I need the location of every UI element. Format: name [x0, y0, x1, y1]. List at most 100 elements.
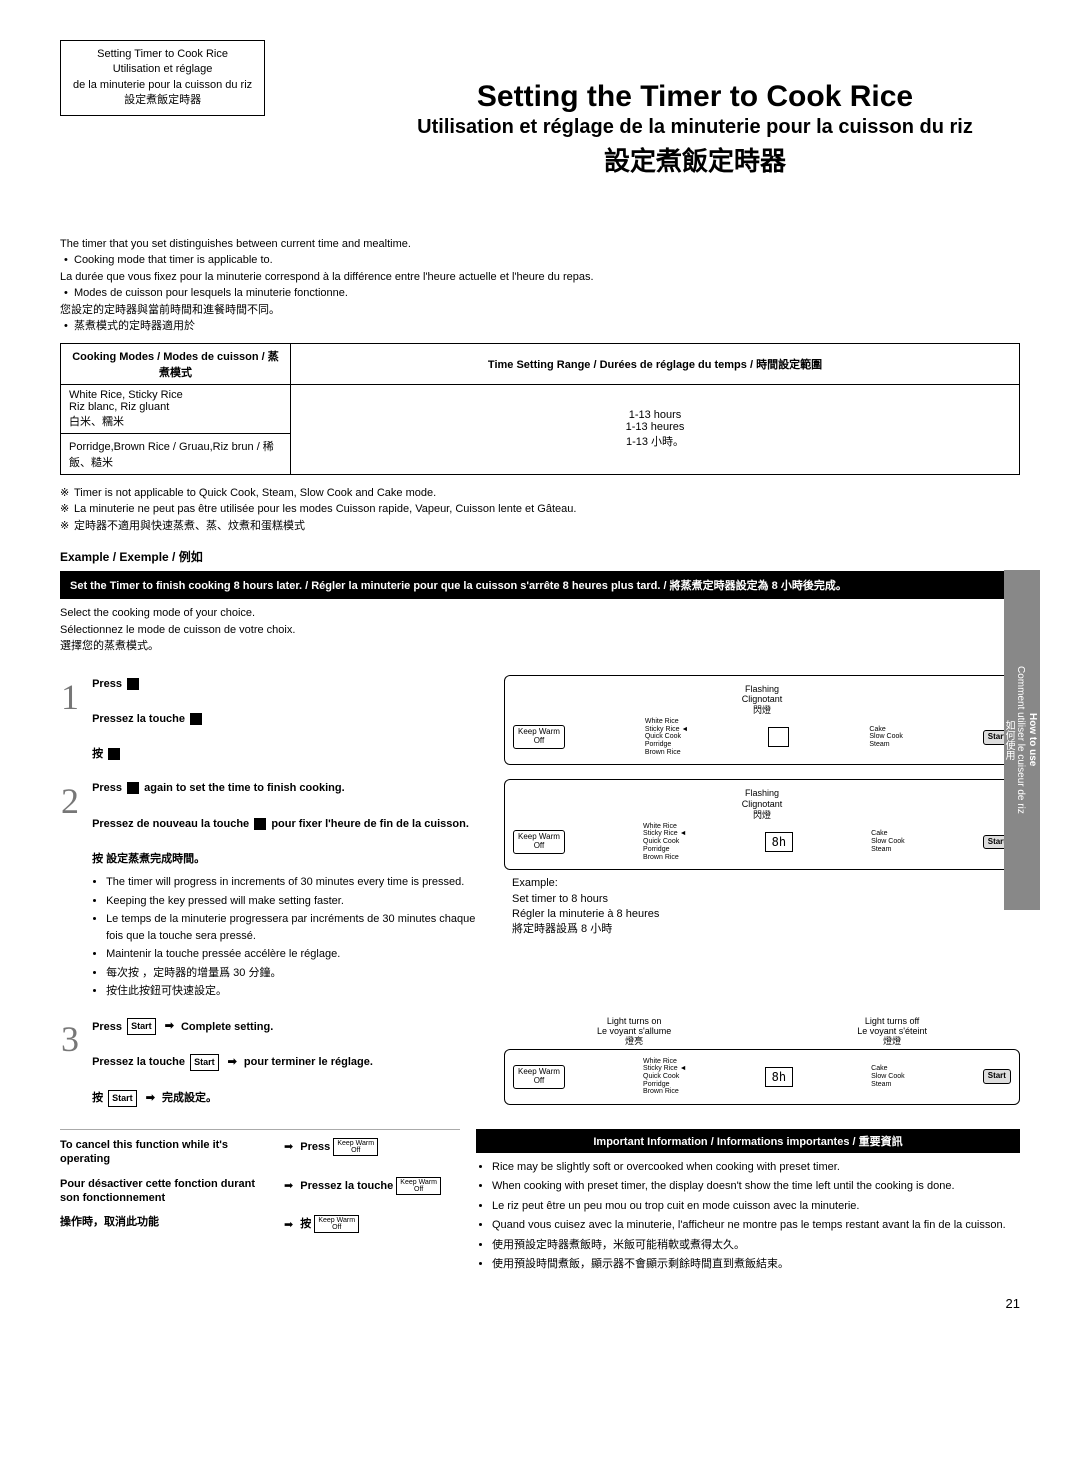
- note-line: Timer is not applicable to Quick Cook, S…: [60, 485, 1020, 502]
- intro-bullet: Modes de cuisson pour lesquels la minute…: [60, 285, 1020, 302]
- step-body: Press again to set the time to finish co…: [92, 780, 482, 1001]
- topbox-line: Utilisation et réglage: [73, 62, 252, 77]
- title-zh: 設定煮飯定時器: [370, 141, 1020, 178]
- caption-line: Set timer to 8 hours: [512, 893, 608, 905]
- panel-mode-labels: White RiceSticky Rice ◄Quick CookPorridg…: [643, 823, 687, 861]
- table-cell: Porridge,Brown Rice / Gruau,Riz brun / 稀…: [61, 433, 291, 474]
- topbox-line: Setting Timer to Cook Rice: [73, 47, 252, 62]
- caption-line: Example:: [512, 877, 558, 889]
- cancel-instructions: To cancel this function while it's opera…: [60, 1129, 460, 1276]
- step-text: pour fixer l'heure de fin de la cuisson.: [271, 818, 469, 830]
- intro-line: 您設定的定時器與當前時間和進餐時間不同。: [60, 302, 1020, 319]
- cancel-label: Pour désactiver cette fonction durant so…: [60, 1177, 270, 1206]
- info-bullets: Rice may be slightly soft or overcooked …: [476, 1159, 1020, 1273]
- cell-line: 1-13 小時。: [299, 433, 1011, 449]
- intro-text: The timer that you set distinguishes bet…: [60, 236, 1020, 335]
- step-text: 完成設定。: [162, 1092, 217, 1104]
- intro-bullet: 蒸煮模式的定時器適用於: [60, 318, 1020, 335]
- start-button-icon: Start: [108, 1090, 137, 1106]
- keepwarm-button-icon: Keep WarmOff: [333, 1138, 378, 1156]
- table-header: Cooking Modes / Modes de cuisson / 蒸煮模式: [61, 343, 291, 384]
- step-text: Pressez la touche: [92, 713, 185, 725]
- arrow-icon: ➡: [228, 1054, 237, 1072]
- sidebar-zh: 如何使用: [1003, 720, 1014, 760]
- start-button-icon: Start: [190, 1054, 219, 1070]
- intro-line: The timer that you set distinguishes bet…: [60, 236, 1020, 253]
- table-row: White Rice, Sticky Rice Riz blanc, Riz g…: [61, 384, 1020, 433]
- caption-line: Régler la minuterie à 8 heures: [512, 908, 659, 920]
- bullet: Keeping the key pressed will make settin…: [106, 893, 482, 910]
- select-line: Sélectionnez le mode de cuisson de votre…: [60, 622, 1020, 639]
- title-en: Setting the Timer to Cook Rice: [370, 80, 1020, 114]
- example-blackbar: Set the Timer to finish cooking 8 hours …: [60, 571, 1020, 599]
- panel-display: 8h: [765, 832, 793, 852]
- timer-button-icon: [108, 748, 120, 760]
- panel-mode-labels: White RiceSticky Rice ◄Quick CookPorridg…: [645, 718, 689, 756]
- select-line: 選擇您的蒸煮模式。: [60, 638, 1020, 655]
- light-labels: Light turns onLe voyant s'allume燈亮 Light…: [504, 1017, 1020, 1047]
- arrow-icon: ➡: [284, 1218, 293, 1231]
- step-text: pour terminer le réglage.: [244, 1056, 373, 1068]
- timer-button-icon: [254, 818, 266, 830]
- panel-mode-labels: CakeSlow CookSteam: [869, 726, 902, 749]
- flash-label: Flashing: [745, 788, 779, 798]
- cell-line: 1-13 heures: [299, 421, 1011, 433]
- step-bullets: The timer will progress in increments of…: [92, 874, 482, 1000]
- title-fr: Utilisation et réglage de la minuterie p…: [370, 116, 1020, 139]
- step-row: 3 Press Start ➡ Complete setting. Presse…: [60, 1017, 1020, 1109]
- info-bullet: Le riz peut être un peu mou ou trop cuit…: [492, 1198, 1020, 1215]
- cell-line: Riz blanc, Riz gluant: [69, 401, 282, 413]
- control-panel-diagram: Keep WarmOff White RiceSticky Rice ◄Quic…: [504, 1049, 1020, 1105]
- table-header-row: Cooking Modes / Modes de cuisson / 蒸煮模式 …: [61, 343, 1020, 384]
- panel-mode-labels: CakeSlow CookSteam: [871, 1065, 904, 1088]
- intro-line: La durée que vous fixez pour la minuteri…: [60, 269, 1020, 286]
- side-tab: How to use Comment utiliser le cuiseur d…: [1004, 570, 1040, 910]
- step-number: 3: [61, 1018, 89, 1060]
- table-cell: 1-13 hours 1-13 heures 1-13 小時。: [291, 384, 1020, 474]
- example-heading: Example / Exemple / 例如: [60, 548, 1020, 565]
- cell-line: 白米、糯米: [69, 413, 282, 429]
- info-heading: Important Information / Informations imp…: [476, 1129, 1020, 1153]
- step-text: 按 設定蒸煮完成時間。: [92, 853, 205, 865]
- sidebar-fr: Comment utiliser le cuiseur de riz: [1015, 666, 1026, 814]
- step-row: 1 Press Pressez la touche 按 Flashing Cli…: [60, 675, 1020, 766]
- press-label: 按: [300, 1218, 311, 1230]
- steps-container: 1 Press Pressez la touche 按 Flashing Cli…: [60, 675, 1020, 1109]
- panel-keepwarm-btn: Keep WarmOff: [513, 1065, 565, 1089]
- flash-label: Clignotant: [742, 694, 783, 704]
- step-number: 2: [61, 780, 89, 822]
- step-body: Press Start ➡ Complete setting. Pressez …: [92, 1018, 482, 1108]
- start-button-icon: Start: [127, 1018, 156, 1034]
- info-bullet: Quand vous cuisez avec la minuterie, l'a…: [492, 1217, 1020, 1234]
- step-text: Press: [92, 1021, 122, 1033]
- info-bullet: When cooking with preset timer, the disp…: [492, 1178, 1020, 1195]
- control-panel-diagram: Flashing Clignotant 閃燈 Keep WarmOff Whit…: [504, 779, 1020, 870]
- step-number: 1: [61, 676, 89, 718]
- select-line: Select the cooking mode of your choice.: [60, 605, 1020, 622]
- cell-line: 1-13 hours: [299, 409, 1011, 421]
- bullet: 每次按 ，定時器的增量爲 30 分鐘。: [106, 965, 482, 982]
- info-bullet: 使用預設定時器煮飯時，米飯可能稍軟或煮得太久。: [492, 1237, 1020, 1254]
- panel-display: 8h: [765, 1067, 793, 1087]
- press-label: Pressez la touche: [300, 1179, 393, 1191]
- bullet: 按住此按鈕可快速設定。: [106, 983, 482, 1000]
- step-text: Press: [92, 782, 122, 794]
- step-text: Pressez la touche: [92, 1056, 185, 1068]
- flash-label: Clignotant: [742, 799, 783, 809]
- arrow-icon: ➡: [146, 1090, 155, 1108]
- panel-keepwarm-btn: Keep WarmOff: [513, 725, 565, 749]
- arrow-icon: ➡: [284, 1140, 293, 1153]
- panel-mode-labels: White RiceSticky Rice ◄Quick CookPorridg…: [643, 1058, 687, 1096]
- info-bullet: 使用預設時間煮飯，顯示器不會顯示剩餘時間直到煮飯結束。: [492, 1256, 1020, 1273]
- table-header: Time Setting Range / Durées de réglage d…: [291, 343, 1020, 384]
- page-number: 21: [60, 1296, 1020, 1311]
- panel-keepwarm-btn: Keep WarmOff: [513, 830, 565, 854]
- page-title-block: Setting the Timer to Cook Rice Utilisati…: [370, 80, 1020, 178]
- sidebar-en: How to use: [1027, 713, 1038, 766]
- keepwarm-button-icon: Keep WarmOff: [314, 1215, 359, 1233]
- flash-label: 閃燈: [753, 810, 771, 820]
- flash-label: Flashing: [745, 684, 779, 694]
- step-text: Press: [92, 678, 122, 690]
- step-text: Pressez de nouveau la touche: [92, 818, 249, 830]
- top-reference-box: Setting Timer to Cook Rice Utilisation e…: [60, 40, 265, 116]
